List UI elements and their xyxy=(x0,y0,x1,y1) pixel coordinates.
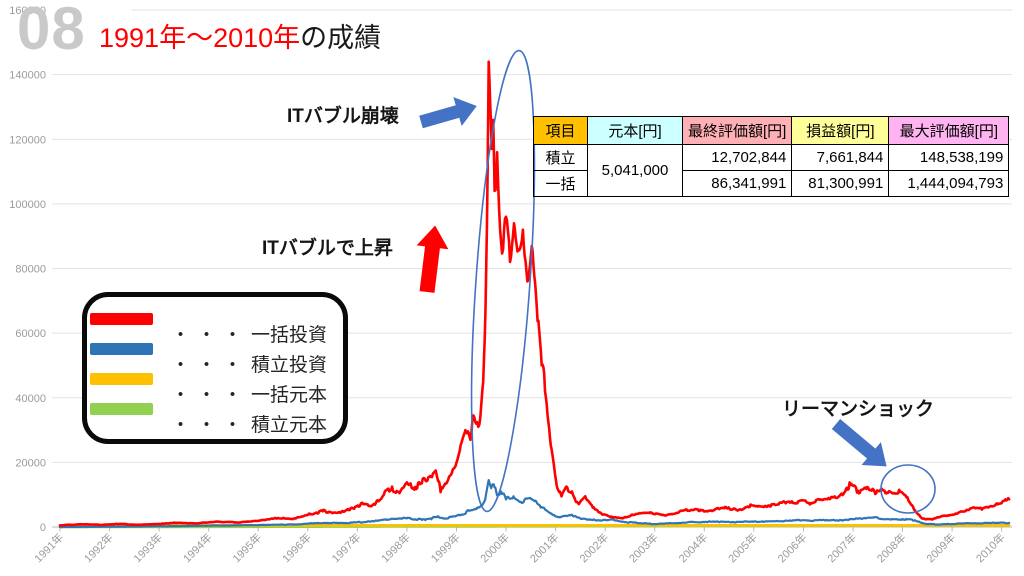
x-axis-label: 2000年 xyxy=(477,530,512,565)
legend-item-label: ・・・ 一括元本 xyxy=(171,385,328,406)
lehman-circle xyxy=(880,464,936,514)
legend-item-1: ・・・ 積立投資 xyxy=(87,343,343,376)
table-header-row: 項目 元本[円] 最終評価額[円] 損益額[円] 最大評価額[円] xyxy=(533,116,1010,145)
title-rest: の成績 xyxy=(300,23,382,53)
legend-color-bar xyxy=(90,343,153,355)
max-value: 1,444,094,793 xyxy=(888,170,1010,197)
it-burst-arrow-icon xyxy=(419,97,477,129)
y-axis-label: 160000 xyxy=(9,5,46,17)
x-axis-label: 1992年 xyxy=(81,530,116,565)
header-mask xyxy=(47,0,132,62)
final-value: 86,341,991 xyxy=(681,170,793,197)
x-axis-label: 2009年 xyxy=(923,530,958,565)
series-line-lump-sum-investment xyxy=(58,60,1011,527)
legend-item-0: ・・・ 一括投資 xyxy=(87,313,343,346)
x-axis-label: 1998年 xyxy=(378,530,413,565)
result-table: 項目 元本[円] 最終評価額[円] 損益額[円] 最大評価額[円] 積立 5,0… xyxy=(533,116,1010,197)
y-axis-label: 40000 xyxy=(15,393,46,405)
annotation-it-bubble-burst: ITバブル崩壊 xyxy=(287,106,399,127)
legend-color-bar xyxy=(90,373,153,385)
y-axis-label: 20000 xyxy=(15,457,46,469)
table-header-item: 項目 xyxy=(533,116,588,145)
x-axis-label: 2005年 xyxy=(725,530,760,565)
chart-legend: ・・・ 一括投資 ・・・ 積立投資 ・・・ 一括元本 ・・・ 積立元本 xyxy=(82,292,348,444)
it-bubble-ellipse xyxy=(470,49,536,513)
series-line-monthly-investment xyxy=(58,479,1011,529)
y-axis-label: 140000 xyxy=(9,70,46,82)
table-header-profit: 損益額[円] xyxy=(791,116,890,145)
y-axis-label: 60000 xyxy=(15,328,46,340)
legend-item-label: ・・・ 積立元本 xyxy=(171,415,328,436)
x-axis-label: 2001年 xyxy=(527,530,562,565)
legend-item-label: ・・・ 一括投資 xyxy=(171,325,328,346)
x-axis-label: 1999年 xyxy=(428,530,463,565)
y-axis-label: 0 xyxy=(40,522,46,534)
legend-item-label: ・・・ 積立投資 xyxy=(171,355,328,376)
profit-value: 81,300,991 xyxy=(791,170,890,197)
x-axis-label: 1994年 xyxy=(180,530,215,565)
x-axis-label: 1995年 xyxy=(229,530,264,565)
slide-number: 08 xyxy=(17,0,86,62)
y-axis-label: 100000 xyxy=(9,199,46,211)
final-value: 12,702,844 xyxy=(681,144,793,171)
table-row: 積立 5,041,000 12,702,844 7,661,844 148,53… xyxy=(533,144,1010,197)
table-header-max: 最大評価額[円] xyxy=(888,116,1010,145)
max-value: 148,538,199 xyxy=(888,144,1010,171)
row-label: 一括 xyxy=(533,170,588,197)
annotation-it-bubble-rise: ITバブルで上昇 xyxy=(262,238,393,259)
x-axis-label: 2006年 xyxy=(775,530,810,565)
principal-merged-cell: 5,041,000 xyxy=(587,144,683,197)
x-axis-label: 2007年 xyxy=(824,530,859,565)
row-label: 積立 xyxy=(533,144,588,171)
legend-item-3: ・・・ 積立元本 xyxy=(87,403,343,436)
table-header-principal: 元本[円] xyxy=(587,116,683,145)
x-axis-label: 2008年 xyxy=(874,530,909,565)
x-axis-label: 1993年 xyxy=(130,530,165,565)
x-axis-label: 2003年 xyxy=(626,530,661,565)
legend-color-bar xyxy=(90,403,153,415)
x-axis-label: 1991年 xyxy=(31,530,66,565)
title-highlight: 1991年～2010年 xyxy=(99,23,301,53)
table-row: 一括 86,341,991 81,300,991 1,444,094,793 xyxy=(533,170,1010,197)
x-axis-label: 2010年 xyxy=(973,530,1008,565)
lehman-arrow-icon xyxy=(831,419,887,467)
x-axis-label: 2004年 xyxy=(675,530,710,565)
page-title: 1991年～2010年の成績 xyxy=(99,16,381,55)
x-axis-label: 1996年 xyxy=(279,530,314,565)
x-axis-label: 1997年 xyxy=(329,530,364,565)
table-header-final: 最終評価額[円] xyxy=(681,116,793,145)
y-axis-label: 120000 xyxy=(9,134,46,146)
x-axis-label: 2002年 xyxy=(576,530,611,565)
legend-color-bar xyxy=(90,313,153,325)
y-axis-label: 80000 xyxy=(15,264,46,276)
profit-value: 7,661,844 xyxy=(791,144,890,171)
legend-item-2: ・・・ 一括元本 xyxy=(87,373,343,406)
annotation-lehman-shock: リーマンショック xyxy=(782,399,935,420)
it-rise-arrow-icon xyxy=(416,225,449,293)
